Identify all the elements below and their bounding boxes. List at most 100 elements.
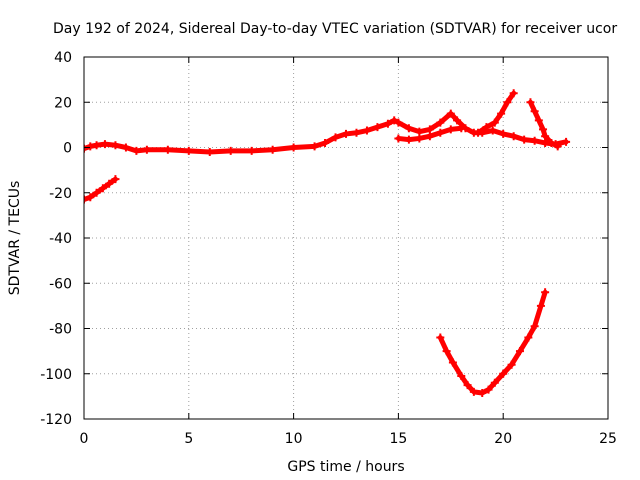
- data-point: [547, 138, 556, 147]
- data-point: [247, 146, 256, 155]
- x-axis-label: GPS time / hours: [287, 459, 404, 475]
- data-point: [268, 145, 277, 154]
- data-point: [503, 98, 512, 107]
- data-point: [163, 145, 172, 154]
- data-point: [448, 358, 457, 367]
- data-point: [142, 145, 151, 154]
- data-point: [520, 135, 529, 144]
- y-tick-label: 40: [54, 50, 72, 66]
- x-tick-label: 20: [494, 431, 512, 447]
- y-tick-label: -20: [49, 186, 72, 202]
- data-point: [436, 118, 445, 127]
- data-point: [453, 116, 462, 125]
- y-tick-label: -120: [40, 412, 72, 428]
- data-point: [463, 381, 472, 390]
- data-point: [478, 388, 487, 397]
- data-point: [530, 136, 539, 145]
- data-point: [425, 125, 434, 134]
- data-point: [436, 333, 445, 342]
- data-point: [205, 148, 214, 157]
- data-point: [524, 333, 533, 342]
- data-point: [446, 125, 455, 134]
- y-tick-label: -40: [49, 231, 72, 247]
- y-tick-label: 0: [63, 141, 72, 157]
- data-point: [490, 378, 499, 387]
- axis-ticks: 0 5 10 15 20 25 -120 -100 -80 -60 -40 -20 0 20 40: [40, 50, 617, 447]
- data-point: [404, 135, 413, 144]
- data-point: [352, 128, 361, 137]
- x-tick-label: 0: [80, 431, 89, 447]
- data-point: [415, 134, 424, 143]
- data-point: [509, 132, 518, 141]
- data-point: [425, 132, 434, 141]
- data-point: [383, 119, 392, 128]
- data-point: [121, 143, 130, 152]
- x-tick-label: 15: [389, 431, 407, 447]
- data-point: [100, 140, 109, 149]
- data-point: [105, 179, 114, 188]
- data-point: [390, 116, 399, 125]
- y-tick-label: -100: [40, 367, 72, 383]
- data-point: [111, 175, 120, 184]
- data-point: [541, 288, 550, 297]
- data-point: [310, 142, 319, 151]
- data-point: [415, 127, 424, 136]
- data-point: [446, 109, 455, 118]
- data-point: [490, 118, 499, 127]
- series-deep-dip: [437, 289, 548, 396]
- data-point: [84, 144, 88, 153]
- data-point: [474, 128, 483, 137]
- y-tick-label: -60: [49, 276, 72, 292]
- data-point: [86, 142, 95, 151]
- x-tick-label: 25: [599, 431, 617, 447]
- data-point: [469, 387, 478, 396]
- data-point: [553, 142, 562, 151]
- data-point: [507, 360, 516, 369]
- data-point: [536, 301, 545, 310]
- data-point: [92, 141, 101, 150]
- data-point: [534, 116, 543, 125]
- x-tick-label: 10: [285, 431, 303, 447]
- data-point: [482, 123, 491, 132]
- data-point: [530, 107, 539, 116]
- data-point: [530, 322, 539, 331]
- data-point: [404, 124, 413, 133]
- y-axis-label: SDTVAR / TECUs: [7, 181, 23, 296]
- data-point: [321, 138, 330, 147]
- data-point: [509, 89, 518, 98]
- data-point: [373, 123, 382, 132]
- data-point: [457, 372, 466, 381]
- data-point: [86, 193, 95, 202]
- data-point: [394, 134, 403, 143]
- y-tick-label: -80: [49, 322, 72, 338]
- data-point: [562, 137, 571, 146]
- data-point: [132, 146, 141, 155]
- data-series: [84, 89, 571, 397]
- data-point: [342, 129, 350, 138]
- data-point: [497, 109, 506, 118]
- x-tick-label: 5: [184, 431, 193, 447]
- grid: [84, 57, 608, 419]
- data-point: [98, 184, 107, 193]
- data-point: [526, 98, 535, 107]
- data-point: [111, 141, 120, 150]
- y-tick-label: 20: [54, 95, 72, 111]
- data-point: [442, 347, 451, 356]
- data-point: [226, 146, 235, 155]
- data-point: [331, 133, 340, 142]
- data-point: [362, 126, 371, 135]
- data-point: [289, 143, 298, 152]
- data-point: [394, 118, 403, 127]
- data-point: [499, 369, 508, 378]
- data-point: [436, 128, 445, 137]
- data-point: [484, 385, 493, 394]
- data-point: [457, 124, 466, 133]
- data-point: [92, 188, 101, 197]
- data-point: [184, 146, 193, 155]
- data-point: [539, 125, 548, 134]
- data-point: [488, 126, 497, 135]
- data-point: [541, 132, 550, 141]
- data-point: [499, 129, 508, 138]
